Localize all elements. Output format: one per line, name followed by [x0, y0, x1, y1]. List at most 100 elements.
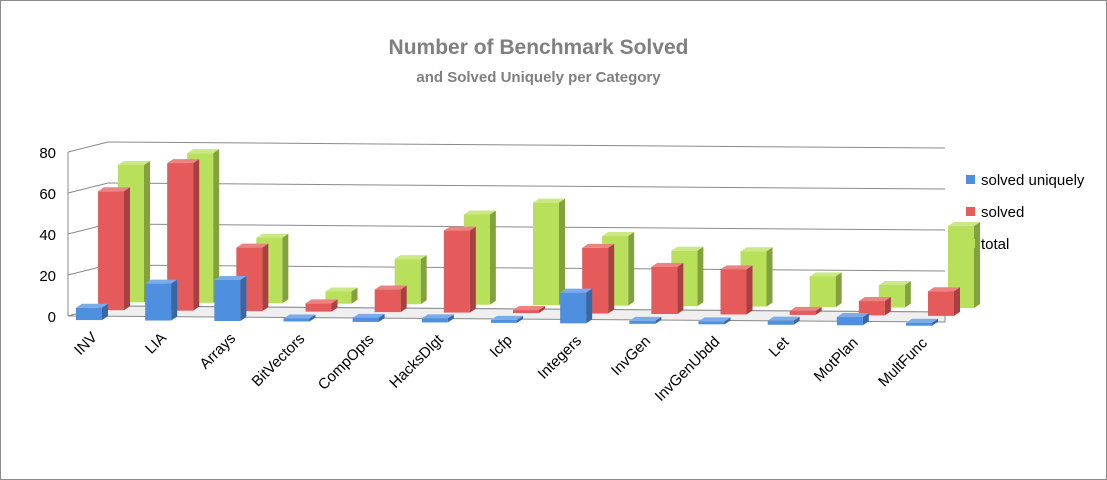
bar-top	[443, 226, 476, 231]
bar-side	[124, 187, 130, 311]
bar-side	[697, 246, 704, 307]
bar-side	[815, 306, 822, 315]
bar-side	[586, 288, 593, 324]
bar-side	[954, 287, 960, 316]
bar-top	[698, 317, 731, 322]
bar-side	[539, 306, 545, 314]
y-tick-label: 60	[39, 186, 56, 203]
bar-top	[325, 287, 358, 292]
x-tick-label: InvGen	[608, 333, 654, 379]
x-tick-label: BitVectors	[249, 330, 309, 390]
legend-swatch	[966, 207, 975, 216]
bar-top	[76, 303, 108, 308]
bar-top	[878, 280, 911, 285]
bar-top	[928, 287, 960, 292]
bar-top	[283, 314, 316, 319]
bar	[836, 317, 863, 326]
gridline	[107, 141, 946, 149]
bar-side	[378, 313, 385, 322]
legend-swatch	[966, 239, 975, 248]
bar	[145, 283, 172, 321]
bar-top	[187, 149, 220, 154]
bar-top	[948, 222, 980, 227]
bar-top	[145, 279, 178, 284]
bar-side	[559, 198, 565, 306]
bar-top	[305, 299, 338, 304]
bar-side	[144, 160, 150, 303]
y-tick-label: 0	[48, 309, 56, 326]
bar-side	[746, 265, 753, 315]
x-tick-label: Integers	[535, 332, 585, 382]
bar-side	[193, 159, 200, 311]
bar-side	[932, 318, 938, 326]
legend-swatch	[966, 175, 975, 184]
bar-top	[167, 159, 200, 164]
legend-label: total	[981, 236, 1009, 253]
bar-top	[352, 313, 385, 318]
y-tick-label: 20	[39, 268, 56, 285]
gridline-side	[67, 182, 109, 194]
y-tick-label: 80	[39, 145, 56, 162]
bar-top	[463, 210, 496, 215]
bar	[214, 280, 241, 322]
bar	[98, 191, 124, 311]
bar-side	[213, 149, 220, 303]
bar-side	[766, 247, 773, 307]
bar-top	[671, 246, 704, 251]
bar	[698, 321, 725, 325]
bar-top	[421, 314, 454, 319]
bar-side	[240, 276, 247, 322]
bar-top	[789, 306, 822, 311]
bar	[305, 303, 332, 312]
x-tick-label: Arrays	[196, 330, 239, 373]
bar-side	[677, 262, 684, 314]
bar	[906, 322, 932, 326]
bar-side	[974, 222, 980, 309]
legend-label: solved uniquely	[981, 172, 1085, 189]
bar	[443, 230, 470, 313]
bar-side	[262, 243, 269, 312]
bar-side	[793, 316, 800, 325]
bar-top	[491, 315, 523, 320]
bar-top	[720, 265, 753, 270]
x-tick-label: Icfp	[487, 332, 516, 361]
chart-title: Number of Benchmark Solved	[388, 36, 689, 59]
bar	[533, 202, 559, 306]
legend-label: solved	[981, 204, 1024, 221]
bar	[651, 266, 678, 314]
bar-top	[560, 288, 593, 293]
bar-top	[256, 233, 289, 238]
bar-side	[102, 303, 108, 321]
x-tick-label: CompOpts	[315, 331, 378, 394]
bar-top	[214, 276, 247, 281]
bar	[789, 310, 816, 315]
x-tick-label: LIA	[142, 329, 170, 357]
bar-top	[513, 306, 545, 311]
bar	[767, 320, 794, 325]
x-tick-label: MotPlan	[811, 334, 862, 385]
bar-side	[469, 226, 476, 313]
bar-side	[904, 280, 911, 308]
bar-top	[602, 231, 635, 236]
bar	[720, 269, 747, 315]
bar-top	[809, 272, 842, 277]
gridline-side	[67, 141, 109, 153]
x-tick-label: Let	[766, 333, 793, 360]
bar-side	[724, 317, 731, 325]
bar-top	[858, 297, 891, 302]
bar-side	[489, 210, 496, 305]
bar	[76, 307, 102, 321]
bar-side	[282, 233, 289, 304]
bar	[513, 310, 539, 314]
bar	[491, 319, 517, 323]
bar-side	[655, 316, 662, 324]
bar	[421, 318, 448, 323]
gridline	[107, 264, 946, 272]
bar-side	[608, 243, 615, 314]
bar-side	[517, 315, 523, 323]
bar-top	[582, 243, 615, 248]
bar-side	[884, 297, 891, 316]
bar-side	[309, 314, 316, 322]
bar-side	[400, 285, 407, 313]
bar-side	[351, 287, 358, 304]
